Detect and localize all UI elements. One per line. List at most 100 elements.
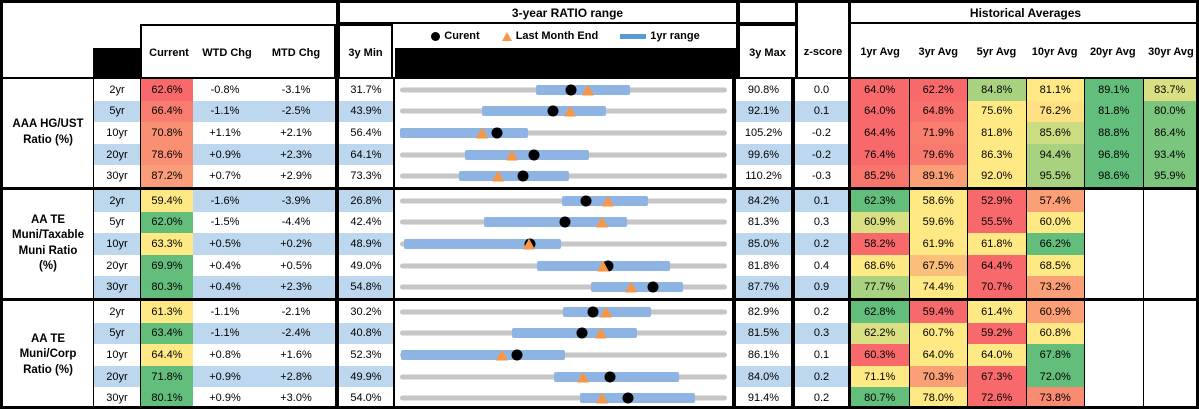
last-month-end-triangle	[597, 260, 610, 272]
last-month-end-triangle	[495, 349, 508, 361]
max-3y-column-header: 3y Max	[740, 24, 795, 79]
current-dot	[517, 170, 529, 182]
avg-cell: 64.8%	[909, 100, 968, 123]
max-3y-cell: 90.8%	[736, 79, 795, 101]
table-row: 5yr 66.4% -1.1% -2.5% 43.9% 92.1% 0.1 64.0% 64.8…	[94, 100, 1196, 123]
table-body: AAA HG/UST Ratio (%) 2yr 62.6% -0.8% -3.1% 31…	[3, 79, 1196, 406]
avg-cell: 52.9%	[968, 189, 1027, 212]
avg-cell: 61.8%	[968, 233, 1027, 255]
max-3y-cell: 82.9%	[736, 300, 795, 323]
range-chart	[395, 79, 736, 101]
avg-cell	[1085, 365, 1144, 388]
avg-cell: 72.0%	[1026, 365, 1085, 388]
table-row: 30yr 80.1% +0.9% +3.0% 54.0% 91.4% 0.2 80.7% 78.…	[94, 387, 1196, 406]
avg-cell: 80.0%	[1143, 100, 1196, 123]
avg-cell: 85.2%	[851, 165, 910, 187]
min-3y-cell: 64.1%	[339, 143, 395, 166]
avg-cell	[1143, 365, 1196, 388]
mtd-chg-cell: -4.4%	[257, 211, 339, 234]
range-1yr-bar	[464, 149, 589, 160]
avg-cell: 60.9%	[1026, 300, 1085, 323]
term-cell: 10yr	[94, 344, 141, 366]
wtd-chg-cell: +0.8%	[193, 344, 257, 366]
range-1yr-bar	[580, 393, 696, 404]
range-1yr-bar	[511, 328, 637, 339]
last-month-end-triangle	[601, 195, 614, 207]
mtd-chg-column-header: MTD Chg	[271, 46, 321, 59]
wtd-chg-cell: -1.1%	[193, 100, 257, 123]
current-value-cell: 62.6%	[141, 79, 193, 101]
range-1yr-bar	[401, 349, 566, 360]
range-1yr-bar	[403, 238, 562, 249]
avg-cell: 85.6%	[1026, 122, 1085, 144]
avg-cell: 64.4%	[851, 122, 910, 144]
avg-cell: 70.3%	[909, 365, 968, 388]
table-row: 20yr 78.6% +0.9% +2.3% 64.1% 99.6% -0.2 76.4% 79…	[94, 143, 1196, 166]
header-black-cell	[93, 48, 142, 79]
current-dot	[565, 84, 577, 96]
range-bar-icon	[620, 33, 647, 39]
range-track	[400, 395, 727, 401]
current-value-cell: 62.0%	[141, 211, 193, 234]
avg-cell: 62.8%	[851, 300, 910, 323]
avg-cell	[1143, 344, 1196, 366]
range-track	[400, 130, 727, 136]
min-3y-cell: 42.4%	[339, 211, 395, 234]
range-chart	[395, 365, 736, 388]
avg-cell	[1085, 189, 1144, 212]
current-dot	[491, 127, 502, 139]
current-value-cell: 66.4%	[141, 100, 193, 123]
avg-30yr-column-header: 30yr Avg	[1148, 45, 1194, 58]
avg-cell: 64.0%	[909, 344, 968, 366]
avg-cell: 64.0%	[968, 344, 1027, 366]
range-1yr-bar	[484, 217, 627, 228]
table-header: 3-year RATIO range Historical Averages C…	[3, 3, 1196, 79]
current-value-cell: 63.4%	[141, 322, 193, 345]
avg-cell: 64.0%	[851, 79, 910, 101]
wtd-chg-column-header: WTD Chg	[202, 46, 252, 59]
z-score-cell: 0.1	[795, 189, 851, 212]
avg-cell: 76.4%	[851, 143, 910, 166]
range-chart	[395, 254, 736, 277]
max-3y-cell: 110.2%	[736, 165, 795, 187]
range-chart	[395, 233, 736, 255]
avg-cell: 77.7%	[851, 276, 910, 298]
avg-cell	[1143, 300, 1196, 323]
mtd-chg-cell: +2.9%	[257, 165, 339, 187]
current-column-header: Current	[149, 46, 189, 59]
row-group: AAA HG/UST Ratio (%) 2yr 62.6% -0.8% -3.1% 31…	[3, 79, 1196, 190]
legend-current-label: Curent	[444, 30, 480, 42]
table-row: 2yr 59.4% -1.6% -3.9% 26.8% 84.2% 0.1 62.3% 58.6…	[94, 189, 1196, 212]
avg-cell: 72.6%	[968, 387, 1027, 406]
range-chart-legend: Curent Last Month End 1yr range	[395, 24, 736, 79]
current-dot	[622, 392, 634, 404]
avg-cell	[1143, 322, 1196, 345]
avg-cell	[1143, 211, 1196, 234]
legend-1yr-range: 1yr range	[620, 30, 700, 42]
max-3y-cell: 81.3%	[736, 211, 795, 234]
wtd-chg-cell: +0.9%	[193, 143, 257, 166]
avg-cell: 64.4%	[968, 254, 1027, 277]
avg-cell: 61.4%	[968, 300, 1027, 323]
avg-cell: 86.4%	[1143, 122, 1196, 144]
min-3y-cell: 56.4%	[339, 122, 395, 144]
avg-cell: 81.1%	[1026, 79, 1085, 101]
avg-10yr-column-header: 10yr Avg	[1031, 45, 1078, 58]
table-row: 30yr 87.2% +0.7% +2.9% 73.3% 110.2% -0.3 85.2% 8…	[94, 165, 1196, 187]
min-3y-cell: 30.2%	[339, 300, 395, 323]
avg-5yr-column-header: 5yr Avg	[976, 45, 1017, 58]
wtd-chg-cell: +0.4%	[193, 276, 257, 298]
max-3y-cell: 81.8%	[736, 254, 795, 277]
avg-cell: 59.4%	[909, 300, 968, 323]
z-score-cell: -0.3	[795, 165, 851, 187]
avg-cell: 55.5%	[968, 211, 1027, 234]
max-3y-cell: 85.0%	[736, 233, 795, 255]
current-dot	[511, 349, 523, 361]
min-3y-cell: 26.8%	[339, 189, 395, 212]
min-3y-cell: 52.3%	[339, 344, 395, 366]
avg-cell: 58.2%	[851, 233, 910, 255]
current-dot	[647, 281, 659, 293]
current-dot	[604, 371, 616, 383]
range-chart	[395, 300, 736, 323]
